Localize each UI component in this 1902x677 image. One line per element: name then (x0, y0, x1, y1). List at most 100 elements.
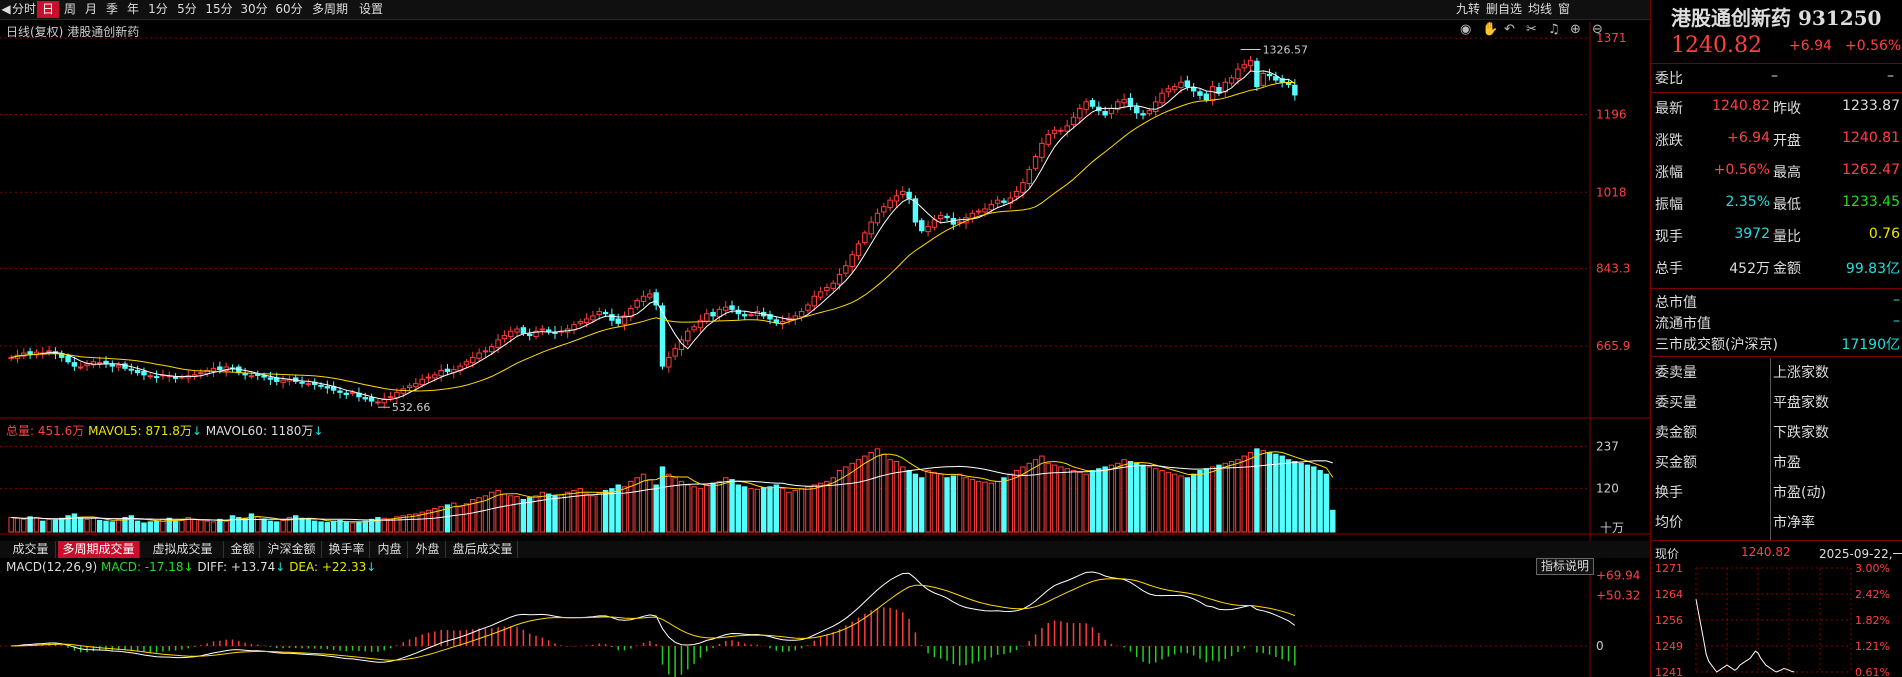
volume-bar (210, 521, 217, 533)
timeframe-9[interactable]: 30分 (240, 2, 268, 16)
volume-bar (944, 477, 950, 533)
candle (204, 370, 210, 375)
weibi-value: – (1771, 68, 1778, 84)
volume-bar (647, 479, 653, 533)
timeframe-10[interactable]: 60分 (275, 2, 303, 16)
grid-right-label: 下跌家数 (1773, 425, 1829, 441)
volume-bar (172, 520, 179, 533)
indicator-explain-button[interactable]: 指标说明 (1536, 558, 1594, 575)
chevron-left-icon[interactable]: ◀ (1, 2, 11, 16)
volume-bar (381, 517, 387, 533)
cap-value: – (1893, 292, 1900, 308)
volume-bar (90, 517, 97, 533)
volume-tab-5[interactable]: 换手率 (324, 541, 370, 558)
candle (375, 401, 381, 404)
mini-right-tick: 3.00% (1855, 562, 1890, 575)
candle (710, 311, 716, 317)
volume-tab-2[interactable]: 虚拟成交量 (142, 541, 224, 558)
volume-bar (103, 520, 109, 533)
volume-bar (520, 498, 527, 533)
timeframe-1[interactable]: 日 (37, 1, 59, 18)
candle (495, 339, 501, 348)
volume-bar (179, 519, 185, 533)
volume-bar (1171, 473, 1178, 533)
quote-label: 开盘 (1773, 133, 1801, 149)
timeframe-3[interactable]: 月 (84, 2, 97, 16)
volume-bar (311, 520, 318, 533)
volume-tab-4[interactable]: 沪深金额 (262, 541, 322, 558)
timeframe-12[interactable]: 设置 (358, 2, 383, 16)
candle (1260, 72, 1266, 86)
volume-bar (552, 495, 558, 533)
candle (419, 378, 425, 385)
candle (432, 374, 438, 379)
candle (653, 292, 659, 306)
volume-bar (280, 519, 286, 533)
volume-bar (1241, 455, 1247, 533)
volume-bar (33, 517, 40, 533)
volume-bar (628, 480, 634, 533)
candle (836, 273, 843, 285)
candle (381, 398, 387, 404)
eye-icon[interactable]: ◉ (1460, 22, 1472, 37)
timeframe-5[interactable]: 年 (126, 2, 139, 16)
volume-bar (1159, 470, 1165, 533)
candle (685, 330, 691, 342)
candle (944, 215, 950, 219)
zoom-out-icon[interactable]: ⊖ (1592, 22, 1603, 37)
grid-right-label: 上涨家数 (1773, 365, 1829, 381)
quote-value: 452万 (1729, 261, 1770, 277)
timeframe-4[interactable]: 季 (105, 2, 118, 16)
candle (387, 396, 394, 399)
volume-bar (1292, 461, 1298, 533)
candle (1121, 99, 1127, 104)
timeframe-2[interactable]: 周 (63, 2, 76, 16)
volume-bar (817, 482, 824, 533)
zoom-in-icon[interactable]: ⊕ (1570, 22, 1581, 37)
volume-bar (1127, 461, 1134, 533)
volume-bar (153, 520, 160, 533)
candle (1178, 81, 1184, 88)
volume-bar (1153, 468, 1159, 533)
volume-tab-3[interactable]: 金额 (226, 541, 260, 558)
candle (280, 379, 286, 383)
timeframe-7[interactable]: 5分 (177, 2, 197, 16)
volume-tab-1[interactable]: 多周期成交量 (58, 541, 140, 558)
undo-icon[interactable]: ↶ (1504, 22, 1515, 37)
toolbar-btn-3[interactable]: 窗 (1558, 2, 1571, 16)
volume-bar (1330, 509, 1336, 533)
cap-value: 17190亿 (1841, 337, 1900, 353)
volume-bar (539, 491, 546, 533)
index-title: 港股通创新药 931250 (1671, 6, 1882, 30)
volume-tab-0[interactable]: 成交量 (6, 541, 56, 558)
candle (1285, 82, 1292, 85)
toolbar-btn-0[interactable]: 九转 (1456, 2, 1481, 16)
timeframe-8[interactable]: 15分 (205, 2, 233, 16)
volume-bar (1279, 455, 1285, 533)
toolbar-btn-1[interactable]: 删自选 (1486, 2, 1523, 16)
volume-bar (78, 517, 84, 533)
scissors-icon[interactable]: ✂ (1526, 22, 1537, 37)
candle (811, 295, 817, 307)
volume-tab-7[interactable]: 外盘 (410, 541, 446, 558)
volume-bar (1032, 459, 1039, 533)
volume-tab-6[interactable]: 内盘 (372, 541, 408, 558)
hand-icon[interactable]: ✋ (1482, 22, 1499, 37)
volume-bar (147, 521, 153, 533)
volume-bar (1001, 477, 1007, 533)
volume-bar (1228, 461, 1235, 533)
volume-bar (526, 497, 533, 533)
volume-bar (1311, 466, 1317, 533)
volume-bar (394, 516, 400, 533)
volume-tab-8[interactable]: 盘后成交量 (448, 541, 518, 558)
volume-bar (919, 477, 925, 533)
timeframe-6[interactable]: 1分 (148, 2, 168, 16)
volume-bar (198, 519, 204, 533)
volume-bar (735, 484, 742, 533)
timeframe-11[interactable]: 多周期 (311, 2, 348, 16)
candle (748, 314, 754, 317)
mini-price-line (1695, 599, 1795, 673)
toolbar-btn-2[interactable]: 均线 (1528, 2, 1553, 16)
timeframe-0[interactable]: 分时 (12, 2, 37, 16)
bell-icon[interactable]: ♫ (1548, 22, 1560, 37)
